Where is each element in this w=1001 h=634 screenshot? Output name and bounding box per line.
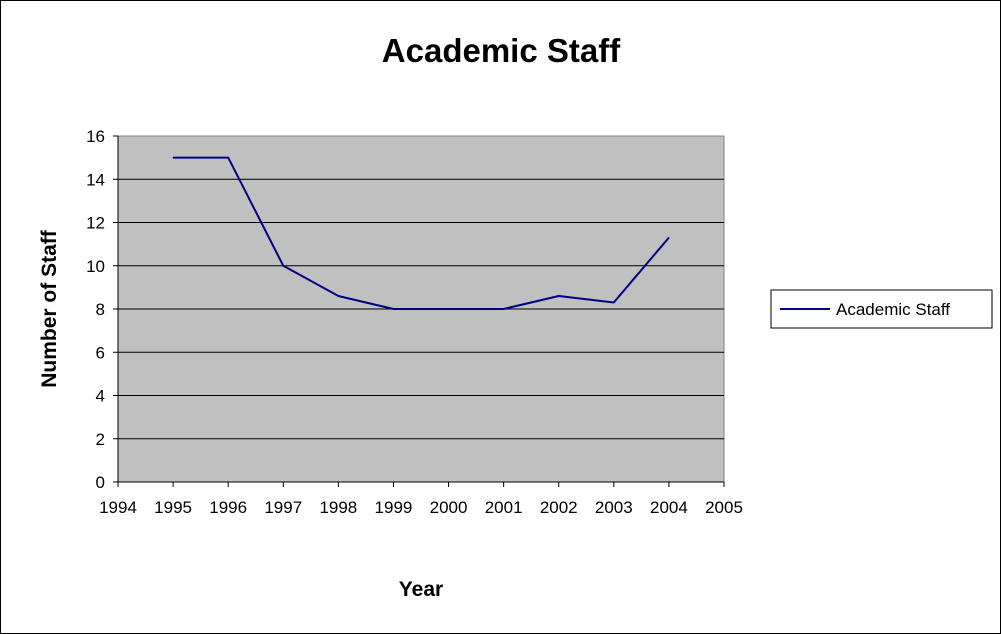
y-tick-label: 8 (96, 300, 105, 319)
x-tick-label: 1997 (264, 498, 302, 517)
data-point (448, 308, 450, 310)
x-axis-title: Year (399, 578, 443, 601)
y-tick-label: 0 (96, 473, 105, 492)
y-tick-label: 6 (96, 343, 105, 362)
x-axis-ticks: 1994 1995 1996 1997 1998 1999 2000 2001 2002 2003… (99, 482, 743, 517)
y-tick-label: 10 (86, 257, 105, 276)
y-axis-title: Number of Staff (38, 229, 61, 388)
series-group (172, 156, 670, 310)
x-tick-label: 2002 (540, 498, 578, 517)
legend: Academic Staff (770, 289, 993, 329)
x-tick-label: 1999 (375, 498, 413, 517)
grid-lines (118, 178, 724, 440)
legend-label: Academic Staff (836, 300, 950, 319)
y-tick-label: 16 (86, 127, 105, 146)
data-point (613, 302, 615, 304)
x-tick-label: 1998 (319, 498, 357, 517)
x-tick-label: 2001 (485, 498, 523, 517)
data-point (337, 295, 339, 297)
x-tick-label: 2003 (595, 498, 633, 517)
x-tick-label: 2005 (705, 498, 743, 517)
data-point (503, 308, 505, 310)
x-tick-label: 2000 (430, 498, 468, 517)
y-tick-label: 4 (96, 387, 105, 406)
x-tick-label: 2004 (650, 498, 688, 517)
y-axis-ticks: 0 2 4 6 8 10 12 14 16 (86, 127, 118, 492)
x-tick-label: 1996 (209, 498, 247, 517)
y-tick-label: 14 (86, 170, 105, 189)
series-line (173, 156, 670, 310)
data-point (172, 157, 174, 159)
y-tick-label: 12 (86, 214, 105, 233)
data-point (282, 265, 284, 267)
y-tick-label: 2 (96, 430, 105, 449)
data-point (392, 308, 394, 310)
x-tick-label: 1994 (99, 498, 137, 517)
data-point (668, 237, 670, 239)
x-tick-label: 1995 (154, 498, 192, 517)
data-point (558, 295, 560, 297)
chart-title: Academic Staff (382, 32, 621, 69)
data-point (227, 157, 229, 159)
